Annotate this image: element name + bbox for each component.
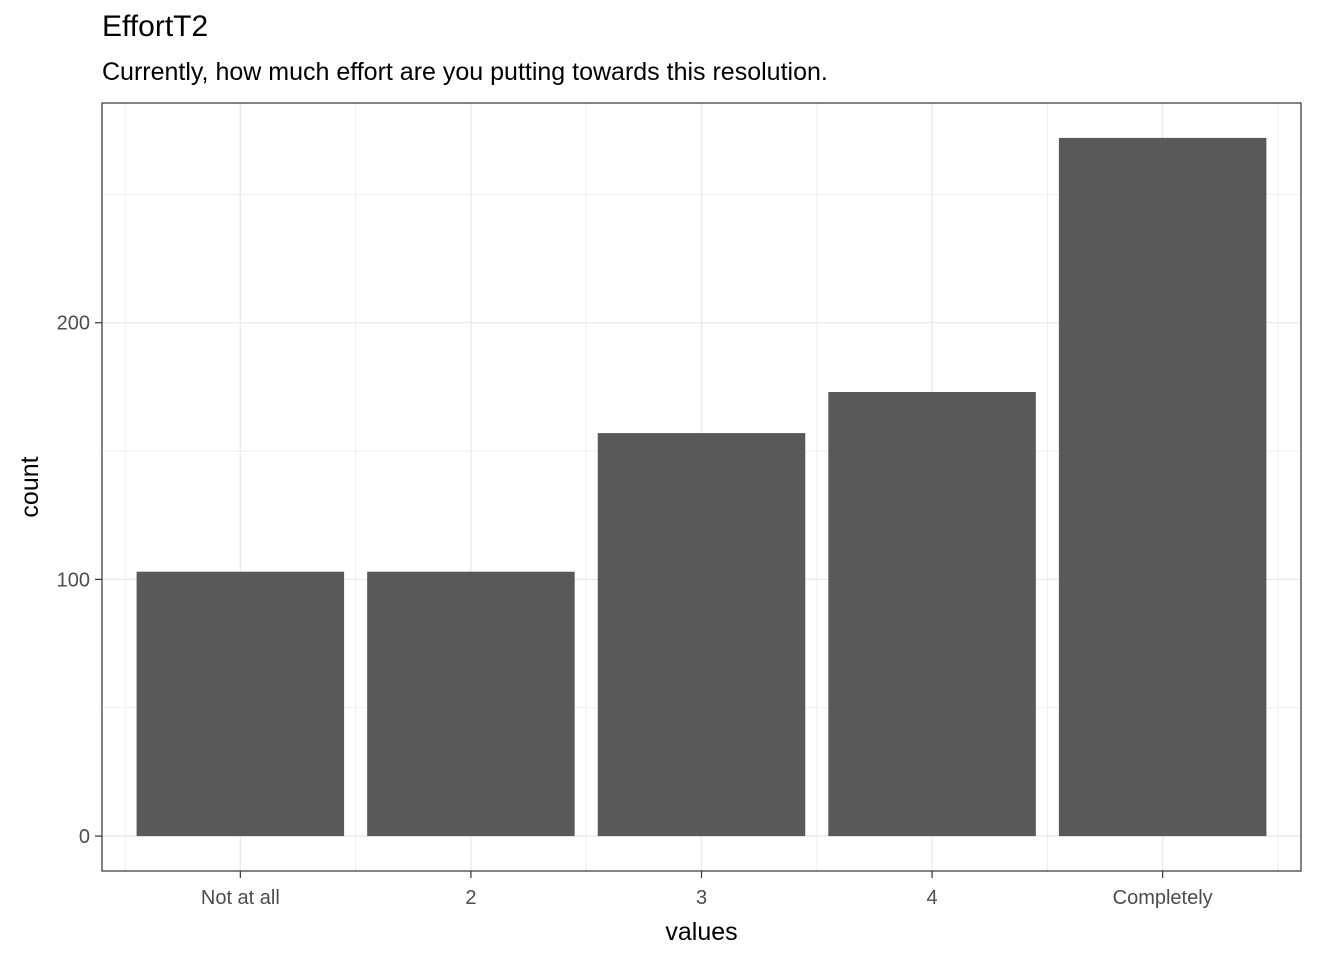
y-tick-label: 200 [57,313,90,335]
x-tick-label: 2 [465,887,476,909]
x-axis-title: values [665,918,737,946]
x-tick-label: 4 [927,887,938,909]
y-tick-label: 0 [79,826,90,848]
x-tick-label: Completely [1113,887,1213,909]
x-axis: Not at all 2 3 4 Completely [201,871,1213,909]
y-axis-title: count [16,456,44,517]
chart-subtitle: Currently, how much effort are you putti… [102,58,828,86]
y-axis: 0 100 200 [57,313,102,848]
bar [136,571,345,837]
x-tick-label: Not at all [201,887,280,909]
y-tick-label: 100 [57,569,90,591]
bar [597,433,806,837]
bar [367,571,575,837]
chart-title: EffortT2 [102,10,209,43]
x-tick-label: 3 [696,887,707,909]
bars [136,137,1267,837]
bar [828,392,1036,837]
bar [1058,137,1267,837]
